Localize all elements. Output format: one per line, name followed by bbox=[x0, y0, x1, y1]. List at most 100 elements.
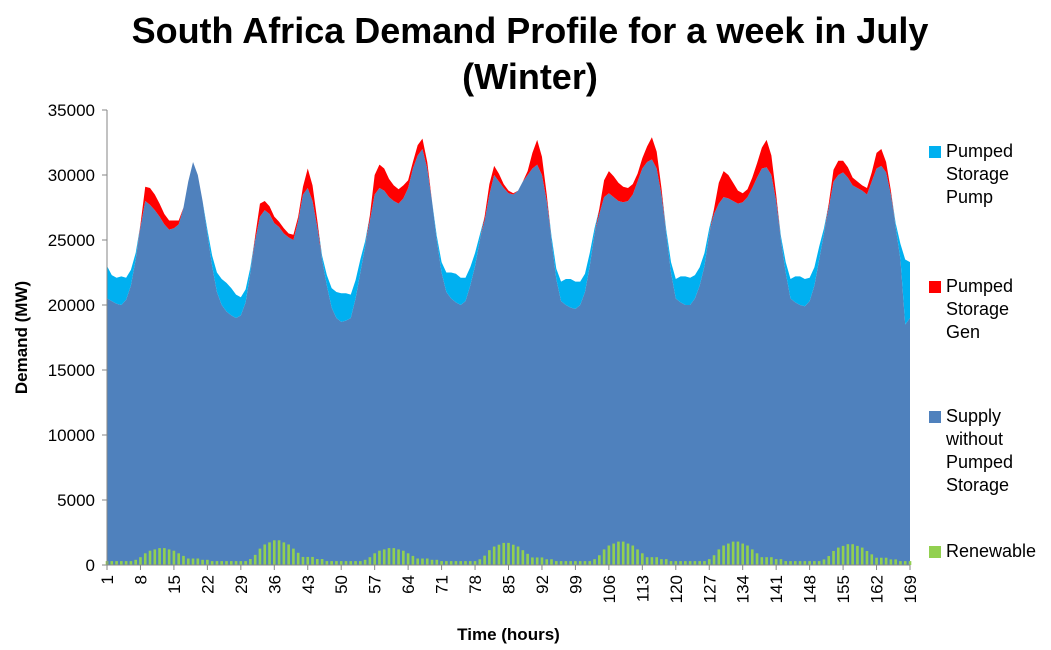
bar bbox=[397, 549, 400, 565]
bar bbox=[693, 561, 697, 565]
bar bbox=[626, 543, 630, 565]
bar bbox=[335, 561, 338, 565]
bar bbox=[139, 557, 142, 565]
bar bbox=[315, 559, 319, 565]
bar bbox=[459, 561, 463, 565]
bar bbox=[822, 559, 826, 565]
x-tick-label: 71 bbox=[433, 575, 452, 594]
x-tick-label: 169 bbox=[901, 575, 920, 603]
bar bbox=[746, 545, 749, 565]
bar bbox=[210, 561, 214, 565]
x-tick-label: 99 bbox=[566, 575, 585, 594]
bar bbox=[703, 561, 706, 565]
bar bbox=[120, 561, 123, 565]
bar bbox=[368, 557, 372, 565]
bar bbox=[569, 561, 572, 565]
bar bbox=[392, 548, 396, 565]
bar bbox=[172, 550, 176, 565]
bar bbox=[148, 550, 152, 565]
bar bbox=[899, 561, 902, 565]
bar bbox=[483, 555, 486, 565]
x-tick-label: 162 bbox=[868, 575, 887, 603]
bar bbox=[492, 546, 496, 565]
bar bbox=[421, 558, 424, 565]
bar bbox=[406, 553, 410, 565]
bar bbox=[846, 544, 850, 565]
bar bbox=[650, 557, 654, 565]
bar bbox=[770, 557, 773, 565]
x-tick-label: 92 bbox=[533, 575, 552, 594]
bar bbox=[277, 540, 281, 565]
bar bbox=[425, 558, 429, 565]
x-tick-label: 127 bbox=[700, 575, 719, 603]
bar bbox=[296, 552, 300, 565]
y-tick-label: 0 bbox=[86, 556, 95, 575]
x-tick-label: 141 bbox=[767, 575, 786, 603]
x-tick-label: 106 bbox=[600, 575, 619, 603]
bar bbox=[531, 557, 534, 565]
bar bbox=[793, 561, 797, 565]
y-tick-label: 20000 bbox=[48, 296, 95, 315]
bar bbox=[268, 542, 271, 565]
x-tick-label: 22 bbox=[198, 575, 217, 594]
x-tick-label: 57 bbox=[366, 575, 385, 594]
legend-swatch bbox=[929, 146, 941, 158]
bar bbox=[851, 544, 854, 565]
bar bbox=[636, 549, 639, 565]
legend-label: Renewable bbox=[946, 541, 1037, 561]
bar bbox=[593, 559, 596, 565]
bar bbox=[722, 545, 725, 565]
bar bbox=[115, 561, 118, 565]
bar bbox=[464, 561, 467, 565]
x-tick-label: 78 bbox=[466, 575, 485, 594]
bar bbox=[832, 550, 835, 565]
x-axis-label: Time (hours) bbox=[457, 625, 560, 644]
y-tick-label: 35000 bbox=[48, 101, 95, 120]
bar bbox=[225, 561, 228, 565]
bar bbox=[473, 561, 477, 565]
bar bbox=[727, 543, 730, 565]
bar bbox=[827, 556, 831, 565]
bar bbox=[860, 547, 864, 565]
bar bbox=[803, 561, 807, 565]
legend-label: Pumped Storage Pump bbox=[946, 141, 1014, 207]
bar bbox=[875, 557, 878, 565]
bar bbox=[177, 553, 181, 565]
bar bbox=[301, 556, 305, 565]
bar bbox=[387, 548, 391, 565]
bar bbox=[631, 545, 635, 565]
y-tick-label: 15000 bbox=[48, 361, 95, 380]
bar bbox=[430, 559, 434, 565]
bar bbox=[325, 561, 329, 565]
bar bbox=[239, 561, 243, 565]
bar bbox=[674, 561, 678, 565]
bar bbox=[416, 558, 419, 565]
bar bbox=[612, 543, 615, 565]
bar bbox=[870, 554, 874, 565]
bar bbox=[191, 558, 195, 565]
bar bbox=[129, 561, 133, 565]
bar bbox=[263, 544, 267, 565]
x-tick-label: 148 bbox=[801, 575, 820, 603]
bar bbox=[813, 561, 816, 565]
bar bbox=[736, 541, 740, 565]
bar bbox=[220, 561, 224, 565]
bar bbox=[526, 553, 529, 565]
bar bbox=[540, 557, 544, 565]
bar bbox=[497, 544, 501, 565]
x-tick-label: 120 bbox=[667, 575, 686, 603]
bar bbox=[679, 561, 682, 565]
bar bbox=[664, 559, 668, 565]
bar bbox=[789, 561, 792, 565]
x-tick-label: 64 bbox=[399, 575, 418, 594]
legend-label: Supply without Pumped Storage bbox=[946, 406, 1014, 495]
bar bbox=[808, 561, 811, 565]
bar bbox=[359, 561, 362, 565]
bar bbox=[206, 559, 209, 565]
bar bbox=[215, 561, 219, 565]
bar bbox=[655, 557, 658, 565]
x-tick-label: 113 bbox=[633, 575, 652, 602]
bar bbox=[244, 561, 247, 565]
bar bbox=[378, 550, 381, 565]
bar bbox=[516, 546, 520, 565]
